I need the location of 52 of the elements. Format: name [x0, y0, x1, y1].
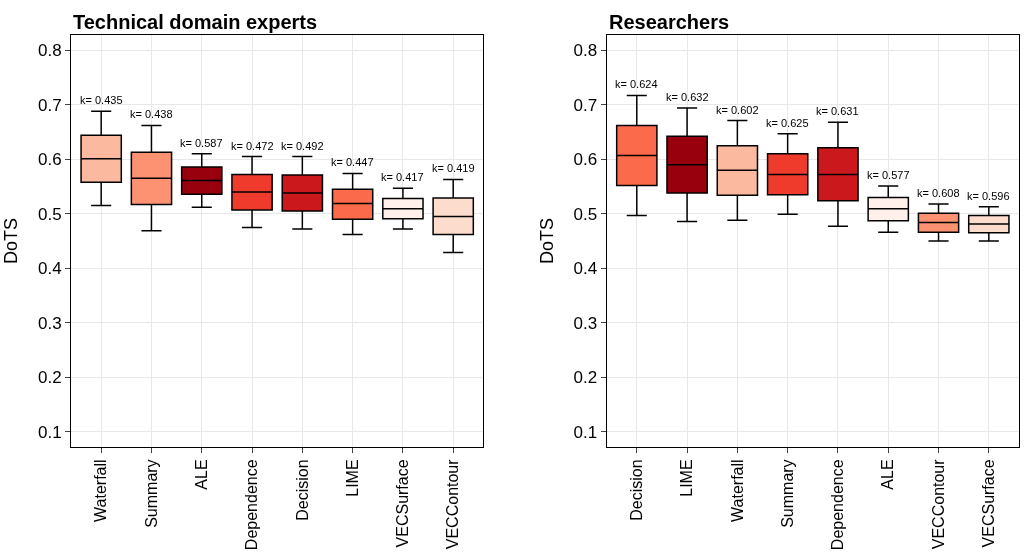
x-tick-label: VECContour: [444, 458, 462, 550]
x-tick-label: Dependence: [829, 459, 847, 551]
y-tick-label: 0.4: [573, 259, 598, 279]
y-tick-label: 0.3: [573, 313, 598, 333]
annotation: k= 0.492: [281, 140, 324, 152]
annotation: k= 0.587: [180, 137, 223, 149]
x-tick-label: LIME: [343, 459, 361, 497]
y-tick-label: 0.7: [573, 95, 598, 115]
annotation: k= 0.472: [231, 140, 274, 152]
annotation: k= 0.625: [766, 117, 809, 129]
y-axis-title: DoTS: [536, 217, 557, 265]
x-tick-label: VECSurface: [394, 459, 412, 548]
x-tick-label: VECSurface: [980, 459, 998, 548]
x-tick-label: LIME: [678, 459, 696, 497]
annotation: k= 0.438: [130, 108, 173, 120]
annotation: k= 0.447: [331, 156, 374, 168]
y-tick-label: 0.6: [573, 150, 598, 170]
x-tick-label: Decision: [293, 459, 311, 521]
y-tick-label: 0.1: [573, 422, 598, 442]
x-tick-label: Waterfall: [92, 459, 110, 522]
x-tick-label: ALE: [879, 459, 897, 490]
x-tick-label: Decision: [627, 459, 645, 521]
y-tick-label: 0.7: [37, 95, 62, 115]
y-tick-label: 0.3: [37, 313, 62, 333]
annotation: k= 0.596: [967, 190, 1010, 202]
x-tick-label: VECContour: [929, 458, 947, 550]
y-tick-label: 0.5: [573, 204, 598, 224]
x-tick-label: Dependence: [243, 459, 261, 551]
annotation: k= 0.417: [381, 171, 424, 183]
y-tick-label: 0.6: [37, 150, 62, 170]
y-tick-label: 0.8: [573, 41, 598, 61]
x-tick-label: Waterfall: [728, 459, 746, 522]
y-tick-label: 0.2: [37, 368, 62, 388]
chart-title: Technical domain experts: [73, 11, 318, 33]
annotation: k= 0.419: [432, 162, 475, 174]
x-tick-label: Summary: [778, 459, 796, 528]
annotation: k= 0.631: [816, 105, 859, 117]
annotation: k= 0.435: [80, 94, 123, 106]
y-tick-label: 0.4: [37, 259, 62, 279]
annotation: k= 0.577: [867, 169, 910, 181]
y-axis-title: DoTS: [1, 217, 22, 265]
x-tick-label: Summary: [142, 459, 160, 528]
annotation: k= 0.624: [615, 78, 658, 90]
y-tick-label: 0.8: [37, 41, 62, 61]
chart-title: Researchers: [609, 11, 730, 33]
x-tick-label: ALE: [192, 459, 210, 490]
annotation: k= 0.608: [917, 187, 960, 199]
annotation: k= 0.602: [716, 104, 759, 116]
y-tick-label: 0.2: [573, 368, 598, 388]
y-tick-label: 0.5: [37, 204, 62, 224]
y-tick-label: 0.1: [37, 422, 62, 442]
annotation: k= 0.632: [666, 91, 709, 103]
